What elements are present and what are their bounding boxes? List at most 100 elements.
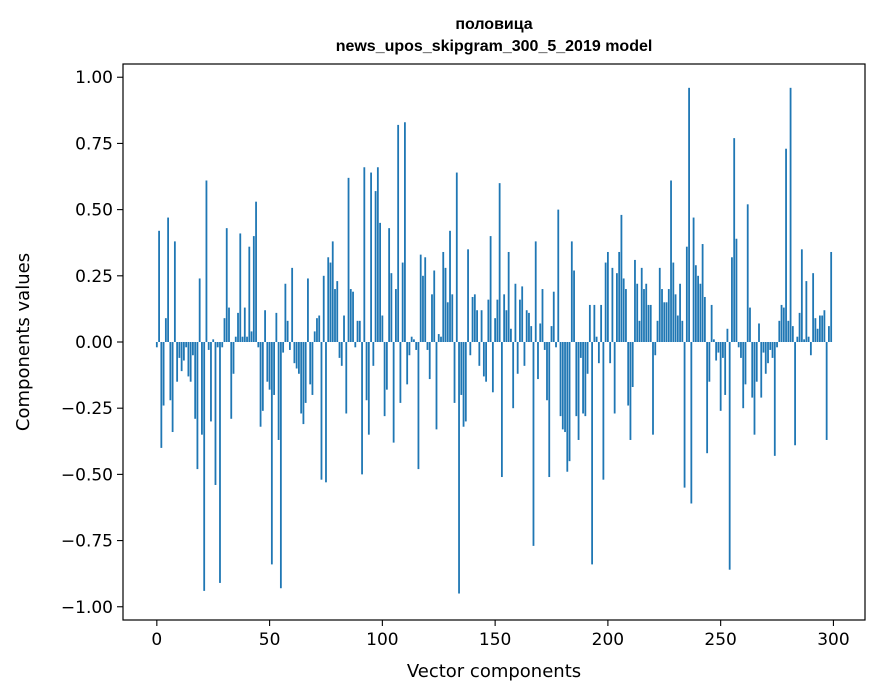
bar <box>467 249 469 342</box>
bar <box>751 342 754 398</box>
bar <box>451 294 454 342</box>
bar <box>440 336 442 342</box>
bar <box>189 342 192 382</box>
bar <box>597 342 600 364</box>
bar <box>555 342 557 348</box>
bar <box>613 342 616 414</box>
bar <box>658 267 661 342</box>
bar <box>814 318 817 342</box>
bar <box>692 217 695 342</box>
bar <box>661 289 663 342</box>
bar <box>510 328 512 342</box>
bar <box>428 342 431 380</box>
bar <box>742 342 745 409</box>
bar <box>374 191 377 342</box>
bar <box>731 257 733 342</box>
bar <box>302 342 305 425</box>
bar <box>340 342 343 366</box>
bar <box>703 296 706 342</box>
bar <box>408 342 411 356</box>
bar <box>505 310 508 342</box>
bar <box>469 342 472 356</box>
bar <box>749 307 751 342</box>
bar <box>410 336 413 342</box>
bar <box>336 281 339 342</box>
bar <box>800 249 803 342</box>
bar <box>796 336 799 342</box>
bar <box>758 323 760 342</box>
bar <box>264 310 266 342</box>
bar <box>307 278 309 342</box>
bar <box>532 342 535 546</box>
x-axis-ticks: 0 50 100 150 200 250 300 <box>151 620 850 650</box>
bar <box>516 342 519 374</box>
bar <box>681 320 684 342</box>
bar <box>798 312 801 342</box>
bar <box>575 342 578 417</box>
bar <box>352 291 354 342</box>
bar <box>216 342 219 348</box>
bar <box>719 342 722 411</box>
bar <box>252 236 255 342</box>
bar <box>764 342 767 374</box>
y-tick-label: −0.50 <box>61 465 113 485</box>
bar <box>286 320 289 342</box>
bar <box>733 138 736 342</box>
bar <box>821 315 824 342</box>
bar <box>507 251 510 342</box>
bar <box>647 304 650 342</box>
bar <box>588 304 591 342</box>
bar <box>631 342 634 388</box>
bar <box>367 342 370 435</box>
bar <box>322 275 325 342</box>
bar <box>311 342 314 395</box>
bar <box>539 323 542 342</box>
bar <box>476 310 478 342</box>
bar <box>683 342 686 488</box>
bar <box>828 326 830 342</box>
bar <box>543 342 546 350</box>
bar <box>548 342 551 478</box>
bar <box>803 339 805 342</box>
bar <box>762 342 765 353</box>
bars-group <box>155 87 833 594</box>
bar <box>196 342 199 470</box>
bar <box>462 342 465 427</box>
bar <box>167 217 169 342</box>
bar <box>158 230 160 342</box>
x-tick-label: 150 <box>479 630 511 650</box>
bar <box>496 299 499 342</box>
bar <box>372 342 375 366</box>
bar <box>534 241 537 342</box>
bar <box>528 312 530 342</box>
bar <box>300 342 303 414</box>
bar <box>773 342 776 456</box>
bar <box>234 336 237 342</box>
bar <box>210 342 212 422</box>
bar <box>584 342 587 417</box>
y-tick-label: 0.00 <box>75 333 113 353</box>
bar <box>780 304 783 342</box>
bar <box>755 342 758 382</box>
bar <box>246 336 248 342</box>
bar <box>270 342 273 565</box>
x-tick-label: 200 <box>592 630 624 650</box>
bar <box>794 342 796 446</box>
bar <box>825 342 828 440</box>
bar <box>376 167 379 342</box>
x-axis-label: Vector components <box>407 661 581 682</box>
bar <box>512 342 515 409</box>
bar <box>259 342 262 427</box>
bar <box>530 326 533 342</box>
bar <box>406 342 409 385</box>
bar <box>557 209 560 342</box>
bar <box>460 342 463 395</box>
bar <box>776 342 778 348</box>
x-tick-label: 50 <box>259 630 281 650</box>
bar <box>250 331 253 342</box>
bar <box>550 326 553 342</box>
bar <box>616 273 618 342</box>
bar <box>699 283 702 342</box>
bar <box>735 238 738 342</box>
bar <box>203 342 206 591</box>
